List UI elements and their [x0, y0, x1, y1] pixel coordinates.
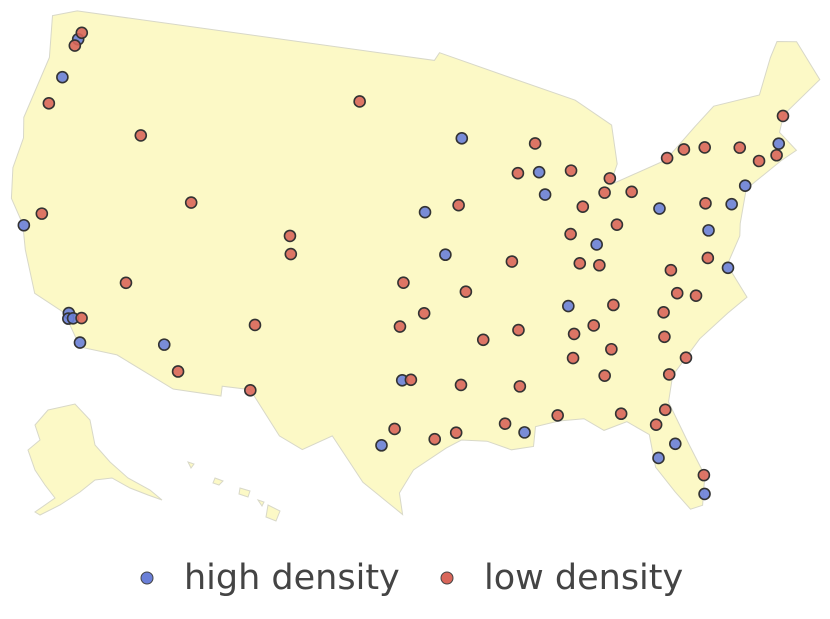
- point: [562, 299, 575, 313]
- point: [752, 154, 766, 168]
- point: [454, 378, 468, 392]
- point: [662, 368, 676, 381]
- point: [664, 263, 678, 277]
- point: [564, 164, 578, 177]
- point: [603, 172, 617, 185]
- point: [772, 137, 786, 150]
- point: [725, 197, 738, 211]
- point: [566, 351, 580, 365]
- point: [657, 306, 670, 319]
- point: [417, 306, 431, 320]
- hawaii: [187, 461, 281, 522]
- point: [598, 369, 611, 382]
- point: [669, 437, 682, 451]
- point: [689, 289, 703, 302]
- point: [439, 248, 452, 262]
- point: [449, 426, 463, 439]
- point: [283, 229, 297, 243]
- point: [652, 451, 665, 465]
- legend-marker: [440, 571, 454, 585]
- point: [551, 409, 564, 422]
- point: [73, 336, 87, 349]
- point: [184, 196, 198, 209]
- legend-label: high density: [184, 558, 400, 598]
- point: [770, 148, 783, 162]
- legend-marker: [140, 571, 154, 585]
- point: [697, 468, 711, 482]
- point: [248, 318, 262, 332]
- point: [505, 255, 519, 268]
- point: [418, 205, 432, 219]
- point: [393, 320, 407, 333]
- point: [512, 323, 525, 337]
- point: [528, 137, 542, 150]
- point: [513, 380, 527, 393]
- point: [532, 165, 546, 179]
- point: [157, 338, 171, 351]
- point: [660, 151, 674, 165]
- point: [518, 426, 531, 439]
- point: [738, 179, 752, 193]
- point: [455, 132, 469, 145]
- point: [511, 166, 525, 180]
- legend: high density low density: [140, 558, 683, 598]
- alaska: [27, 403, 163, 516]
- point: [699, 197, 712, 210]
- point: [576, 200, 590, 213]
- point: [677, 143, 691, 156]
- point: [649, 418, 663, 431]
- point: [587, 319, 601, 332]
- point: [75, 311, 88, 325]
- land: [10, 10, 821, 516]
- point: [698, 141, 712, 154]
- point: [538, 188, 552, 201]
- point: [702, 224, 715, 237]
- point: [134, 129, 148, 142]
- point: [605, 342, 618, 356]
- point: [476, 333, 490, 347]
- point: [284, 247, 298, 261]
- point: [598, 186, 611, 199]
- point: [593, 258, 606, 272]
- point: [42, 97, 56, 110]
- point: [653, 202, 666, 215]
- point: [375, 439, 388, 452]
- point: [658, 330, 671, 344]
- point: [679, 351, 693, 364]
- legend-label: low density: [484, 558, 683, 598]
- point: [567, 327, 581, 341]
- point: [610, 218, 624, 231]
- point: [75, 26, 89, 40]
- point: [459, 285, 473, 299]
- point: [733, 141, 747, 154]
- point: [353, 95, 366, 108]
- point: [614, 407, 628, 421]
- point: [590, 238, 603, 251]
- point: [56, 70, 69, 84]
- point: [701, 251, 715, 265]
- point: [397, 276, 410, 289]
- point: [244, 384, 257, 397]
- point: [658, 403, 672, 417]
- point: [498, 417, 512, 430]
- points: [17, 26, 790, 501]
- point: [404, 373, 418, 387]
- point: [607, 298, 620, 312]
- point: [68, 39, 82, 52]
- point: [388, 422, 401, 436]
- point: [776, 109, 790, 123]
- point: [698, 487, 711, 501]
- point: [428, 432, 442, 446]
- point: [17, 218, 31, 232]
- point: [564, 227, 577, 241]
- point: [171, 365, 185, 378]
- point: [452, 198, 465, 212]
- point: [573, 257, 587, 270]
- point: [35, 207, 49, 220]
- point: [625, 185, 638, 199]
- point: [721, 261, 735, 275]
- point: [670, 286, 684, 300]
- point: [119, 276, 133, 290]
